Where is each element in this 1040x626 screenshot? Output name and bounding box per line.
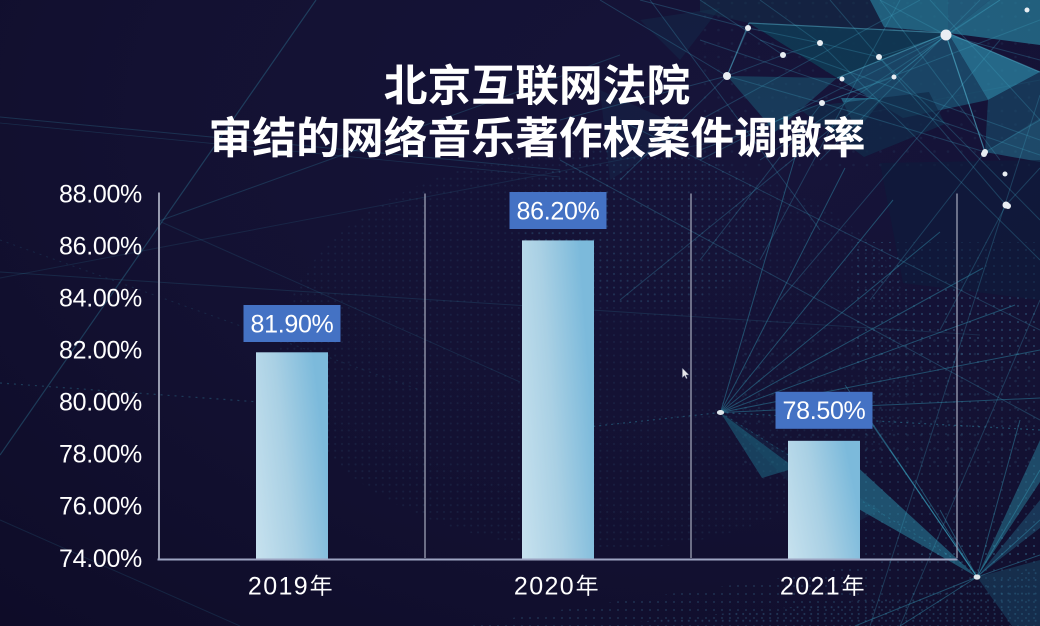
svg-text:2021: 2021: [780, 573, 841, 601]
svg-text:86.20%: 86.20%: [517, 197, 600, 225]
svg-text:74.00%: 74.00%: [59, 545, 142, 573]
svg-text:2020: 2020: [514, 573, 575, 601]
svg-text:81.90%: 81.90%: [251, 310, 334, 338]
svg-text:80.00%: 80.00%: [59, 389, 142, 417]
svg-text:86.00%: 86.00%: [59, 232, 142, 260]
svg-text:78.50%: 78.50%: [783, 397, 866, 425]
svg-text:82.00%: 82.00%: [59, 337, 142, 365]
svg-text:78.00%: 78.00%: [59, 441, 142, 469]
svg-text:84.00%: 84.00%: [59, 284, 142, 312]
svg-text:88.00%: 88.00%: [59, 180, 142, 208]
svg-text:76.00%: 76.00%: [59, 493, 142, 521]
svg-text:2019: 2019: [248, 573, 309, 601]
